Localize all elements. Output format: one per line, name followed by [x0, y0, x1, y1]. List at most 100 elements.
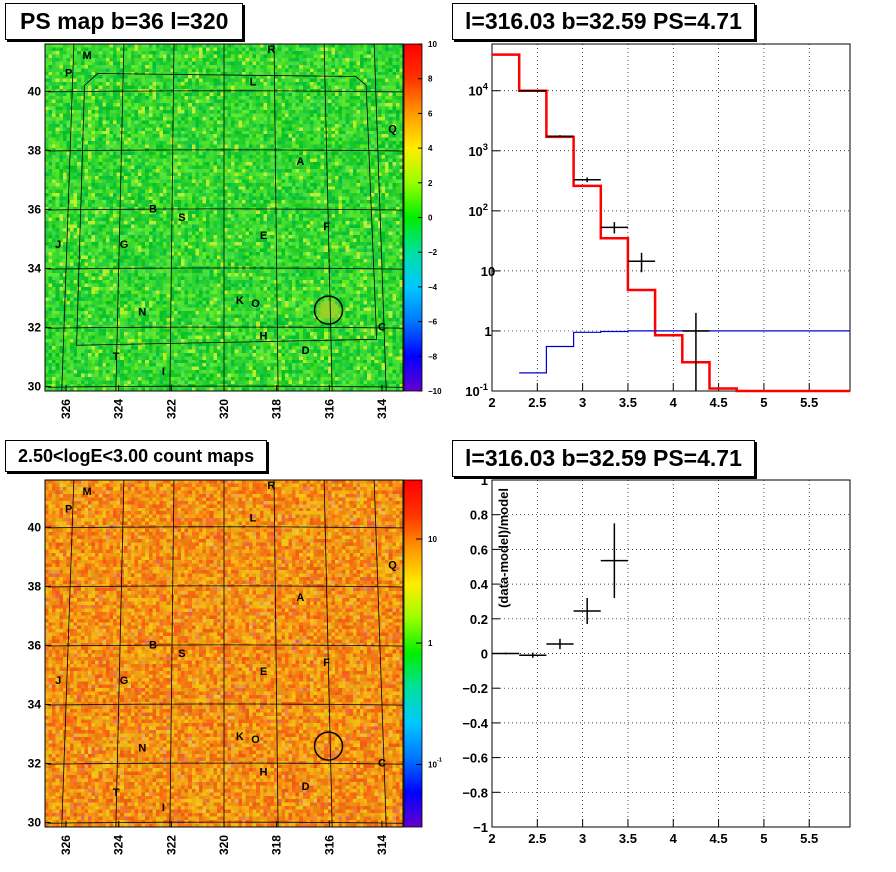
- lon-line: [61, 479, 75, 828]
- y-tick-label: −0.8: [462, 785, 488, 800]
- colorbar-bottom: [403, 479, 423, 828]
- y-tick-label: 104: [468, 82, 488, 99]
- map-grid-top: [47, 43, 404, 392]
- cb-tick-label-top: −4: [428, 283, 438, 292]
- ps-circle-bottom: [313, 731, 344, 761]
- x-tick-label: 3: [579, 831, 586, 846]
- cb-tick-label-top: 6: [428, 109, 433, 118]
- title-spectrum: l=316.03 b=32.59 PS=4.71: [452, 3, 755, 40]
- source-label-K: K: [236, 731, 244, 743]
- source-label-E: E: [260, 230, 267, 242]
- source-label-A: A: [296, 156, 304, 168]
- source-label-H: H: [260, 766, 268, 778]
- y-tick-label-top: 38: [28, 143, 42, 157]
- source-label-R: R: [267, 44, 275, 56]
- lon-line: [273, 479, 279, 828]
- plot-frame-spectrum: [491, 43, 851, 392]
- residual-ylabel: (data-model)/model: [496, 488, 511, 608]
- lat-line: [47, 526, 404, 529]
- x-tick-label-bottom: 318: [270, 835, 284, 855]
- y-tick-label: 1: [481, 473, 488, 488]
- source-label-S: S: [178, 212, 185, 224]
- y-tick-label-bottom: 36: [28, 638, 42, 652]
- ps-model-histogram: [519, 330, 850, 374]
- source-label-L: L: [250, 76, 257, 88]
- cb-tick-label-top: 8: [428, 75, 433, 84]
- residual-grid: [491, 479, 850, 828]
- y-tick-label-top: 30: [28, 380, 42, 394]
- y-tick-label: −0.2: [462, 681, 488, 696]
- lat-line: [47, 821, 404, 824]
- lon-line: [273, 43, 279, 392]
- lon-line: [323, 479, 333, 828]
- y-tick-label-top: 32: [28, 321, 42, 335]
- y-tick-label: −0.6: [462, 751, 488, 766]
- cb-tick-label-top: 2: [428, 179, 433, 188]
- x-tick-label-bottom: 314: [375, 835, 389, 855]
- source-label-D: D: [302, 781, 310, 793]
- y-tick-label-bottom: 34: [28, 697, 42, 711]
- source-label-B: B: [149, 203, 157, 215]
- source-label-H: H: [260, 330, 268, 342]
- lon-line: [323, 43, 333, 392]
- cb-tick-label-top: −2: [428, 248, 438, 257]
- source-label-F: F: [323, 657, 330, 669]
- lon-line: [169, 43, 175, 392]
- source-label-F: F: [323, 221, 330, 233]
- lat-line: [47, 208, 404, 211]
- y-tick-label: −0.4: [462, 716, 488, 731]
- y-tick-label: 0.6: [470, 542, 488, 557]
- x-tick-label-bottom: 316: [322, 835, 336, 855]
- cb-tick-label-top: 0: [428, 214, 433, 223]
- lon-line: [169, 479, 175, 828]
- source-label-C: C: [378, 321, 386, 333]
- cb-tick-label-top: −10: [428, 387, 442, 396]
- x-tick-label-top: 324: [112, 399, 126, 419]
- lon-line: [61, 43, 75, 392]
- source-label-O: O: [251, 734, 260, 746]
- y-tick-label: 102: [468, 202, 488, 219]
- source-label-T: T: [113, 787, 120, 799]
- lat-line: [47, 90, 404, 93]
- source-label-J: J: [55, 239, 61, 251]
- y-tick-label: 10: [481, 264, 495, 279]
- source-label-Q: Q: [388, 560, 397, 572]
- y-tick-label-bottom: 32: [28, 757, 42, 771]
- source-label-T: T: [113, 351, 120, 363]
- x-tick-label-bottom: 326: [59, 835, 73, 855]
- x-tick-label-bottom: 324: [112, 835, 126, 855]
- lat-line: [47, 326, 404, 329]
- source-label-D: D: [302, 345, 310, 357]
- y-tick-label: 0.4: [470, 577, 489, 592]
- lat-line: [47, 644, 404, 647]
- cb-tick-label-top: 10: [428, 40, 437, 49]
- cb-tick-label-bottom: 10: [428, 535, 437, 544]
- x-tick-label: 3: [579, 395, 586, 410]
- y-tick-label-bottom: 40: [28, 520, 42, 534]
- lon-line: [115, 43, 125, 392]
- lon-line: [115, 479, 125, 828]
- source-label-S: S: [178, 648, 185, 660]
- x-tick-label-bottom: 320: [217, 835, 231, 855]
- lon-line: [373, 479, 387, 828]
- lat-line: [47, 385, 404, 388]
- source-label-I: I: [162, 366, 165, 378]
- source-label-L: L: [250, 512, 257, 524]
- region-outline: [76, 73, 378, 346]
- y-tick-label: 0.2: [470, 612, 488, 627]
- y-tick-label-bottom: 38: [28, 579, 42, 593]
- title-ps-map: PS map b=36 l=320: [5, 3, 244, 40]
- source-label-K: K: [236, 295, 244, 307]
- title-count-map: 2.50<logE<3.00 count maps: [5, 440, 268, 472]
- lat-line: [47, 585, 404, 588]
- cb-tick-label-bottom: 10-1: [428, 758, 443, 770]
- x-tick-label: 4.5: [710, 395, 728, 410]
- cb-tick-label-top: −8: [428, 352, 438, 361]
- x-tick-label-top: 326: [59, 399, 73, 419]
- x-tick-label: 2.5: [528, 831, 546, 846]
- source-label-P: P: [65, 503, 72, 515]
- source-label-C: C: [378, 757, 386, 769]
- y-tick-label: 0.8: [470, 508, 488, 523]
- lat-line: [47, 703, 404, 706]
- x-tick-label: 4.5: [710, 831, 728, 846]
